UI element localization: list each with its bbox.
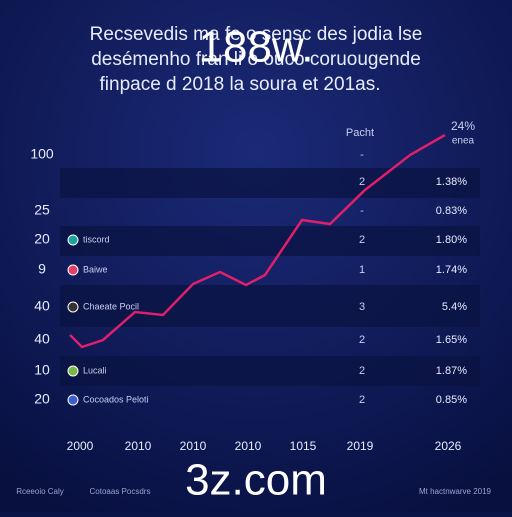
- x-label: 2019: [347, 439, 374, 453]
- row-label: 9: [38, 261, 46, 277]
- row-count: 2: [359, 334, 365, 346]
- x-label: 2026: [435, 439, 462, 453]
- icon: [67, 394, 79, 406]
- row-count: -: [360, 205, 364, 217]
- row-count: 1: [359, 264, 365, 276]
- row-count: 2: [359, 394, 365, 406]
- row-label: 10: [34, 362, 50, 378]
- row-label: 40: [34, 298, 50, 314]
- row-label: 40: [34, 331, 50, 347]
- column-header: Pacht: [346, 127, 374, 139]
- row-label: 25: [34, 202, 50, 218]
- row-percent: 1.74%: [436, 264, 467, 276]
- x-label: 1015: [290, 439, 317, 453]
- icon: [67, 365, 79, 377]
- corner-label: enea: [452, 136, 475, 147]
- x-label: 2000: [67, 439, 94, 453]
- icon: [67, 234, 79, 246]
- header-line: Recsevedis ma fe o sensc des jodia lse: [90, 24, 423, 45]
- footer-text: Cotoaas Pocsdrs: [90, 487, 151, 496]
- footer-text: Mt hactnwarve 2019: [419, 487, 492, 496]
- header-line: finpace d 2018 la soura et 201as.: [100, 74, 381, 95]
- header-line: desémenho fran li o ouco coruougende: [91, 49, 421, 70]
- row-name: Chaeate Pocil: [83, 301, 139, 311]
- row-name: Cocoados Peloti: [83, 394, 149, 404]
- row-percent: 0.83%: [436, 205, 467, 217]
- row-name: tiscord: [83, 234, 110, 244]
- x-label: 2010: [180, 439, 207, 453]
- row-stripes: [60, 168, 480, 386]
- row-percent: 1.87%: [436, 365, 467, 377]
- x-label: 2010: [235, 439, 262, 453]
- row-percent: 0.85%: [436, 394, 467, 406]
- footer-text: Rceeoio Caly: [16, 487, 64, 496]
- row-name: Baiwe: [83, 264, 108, 274]
- row-name: Lucali: [83, 365, 107, 375]
- row-count: 3: [359, 301, 365, 313]
- row-label: 20: [34, 391, 50, 407]
- row-label: 20: [34, 231, 50, 247]
- row-count: 2: [359, 176, 365, 188]
- x-label: 2010: [125, 439, 152, 453]
- row-percent: 1.80%: [436, 234, 467, 246]
- row-label: 100: [30, 146, 54, 162]
- icon: [67, 264, 79, 276]
- corner-label: 24%: [451, 119, 475, 133]
- icon: [67, 301, 79, 313]
- stripe: [60, 285, 480, 327]
- row-count: -: [360, 149, 364, 161]
- stripe: [60, 168, 480, 198]
- stripe: [60, 356, 480, 386]
- trend-line: [69, 133, 446, 349]
- row-count: 2: [359, 365, 365, 377]
- watermark: 3z.com: [185, 456, 327, 505]
- row-percent: 1.38%: [436, 176, 467, 188]
- watermark: 188w.: [199, 23, 314, 72]
- stripe: [60, 226, 480, 256]
- row-count: 2: [359, 234, 365, 246]
- row-percent: 5.4%: [442, 301, 467, 313]
- row-percent: 1.65%: [436, 334, 467, 346]
